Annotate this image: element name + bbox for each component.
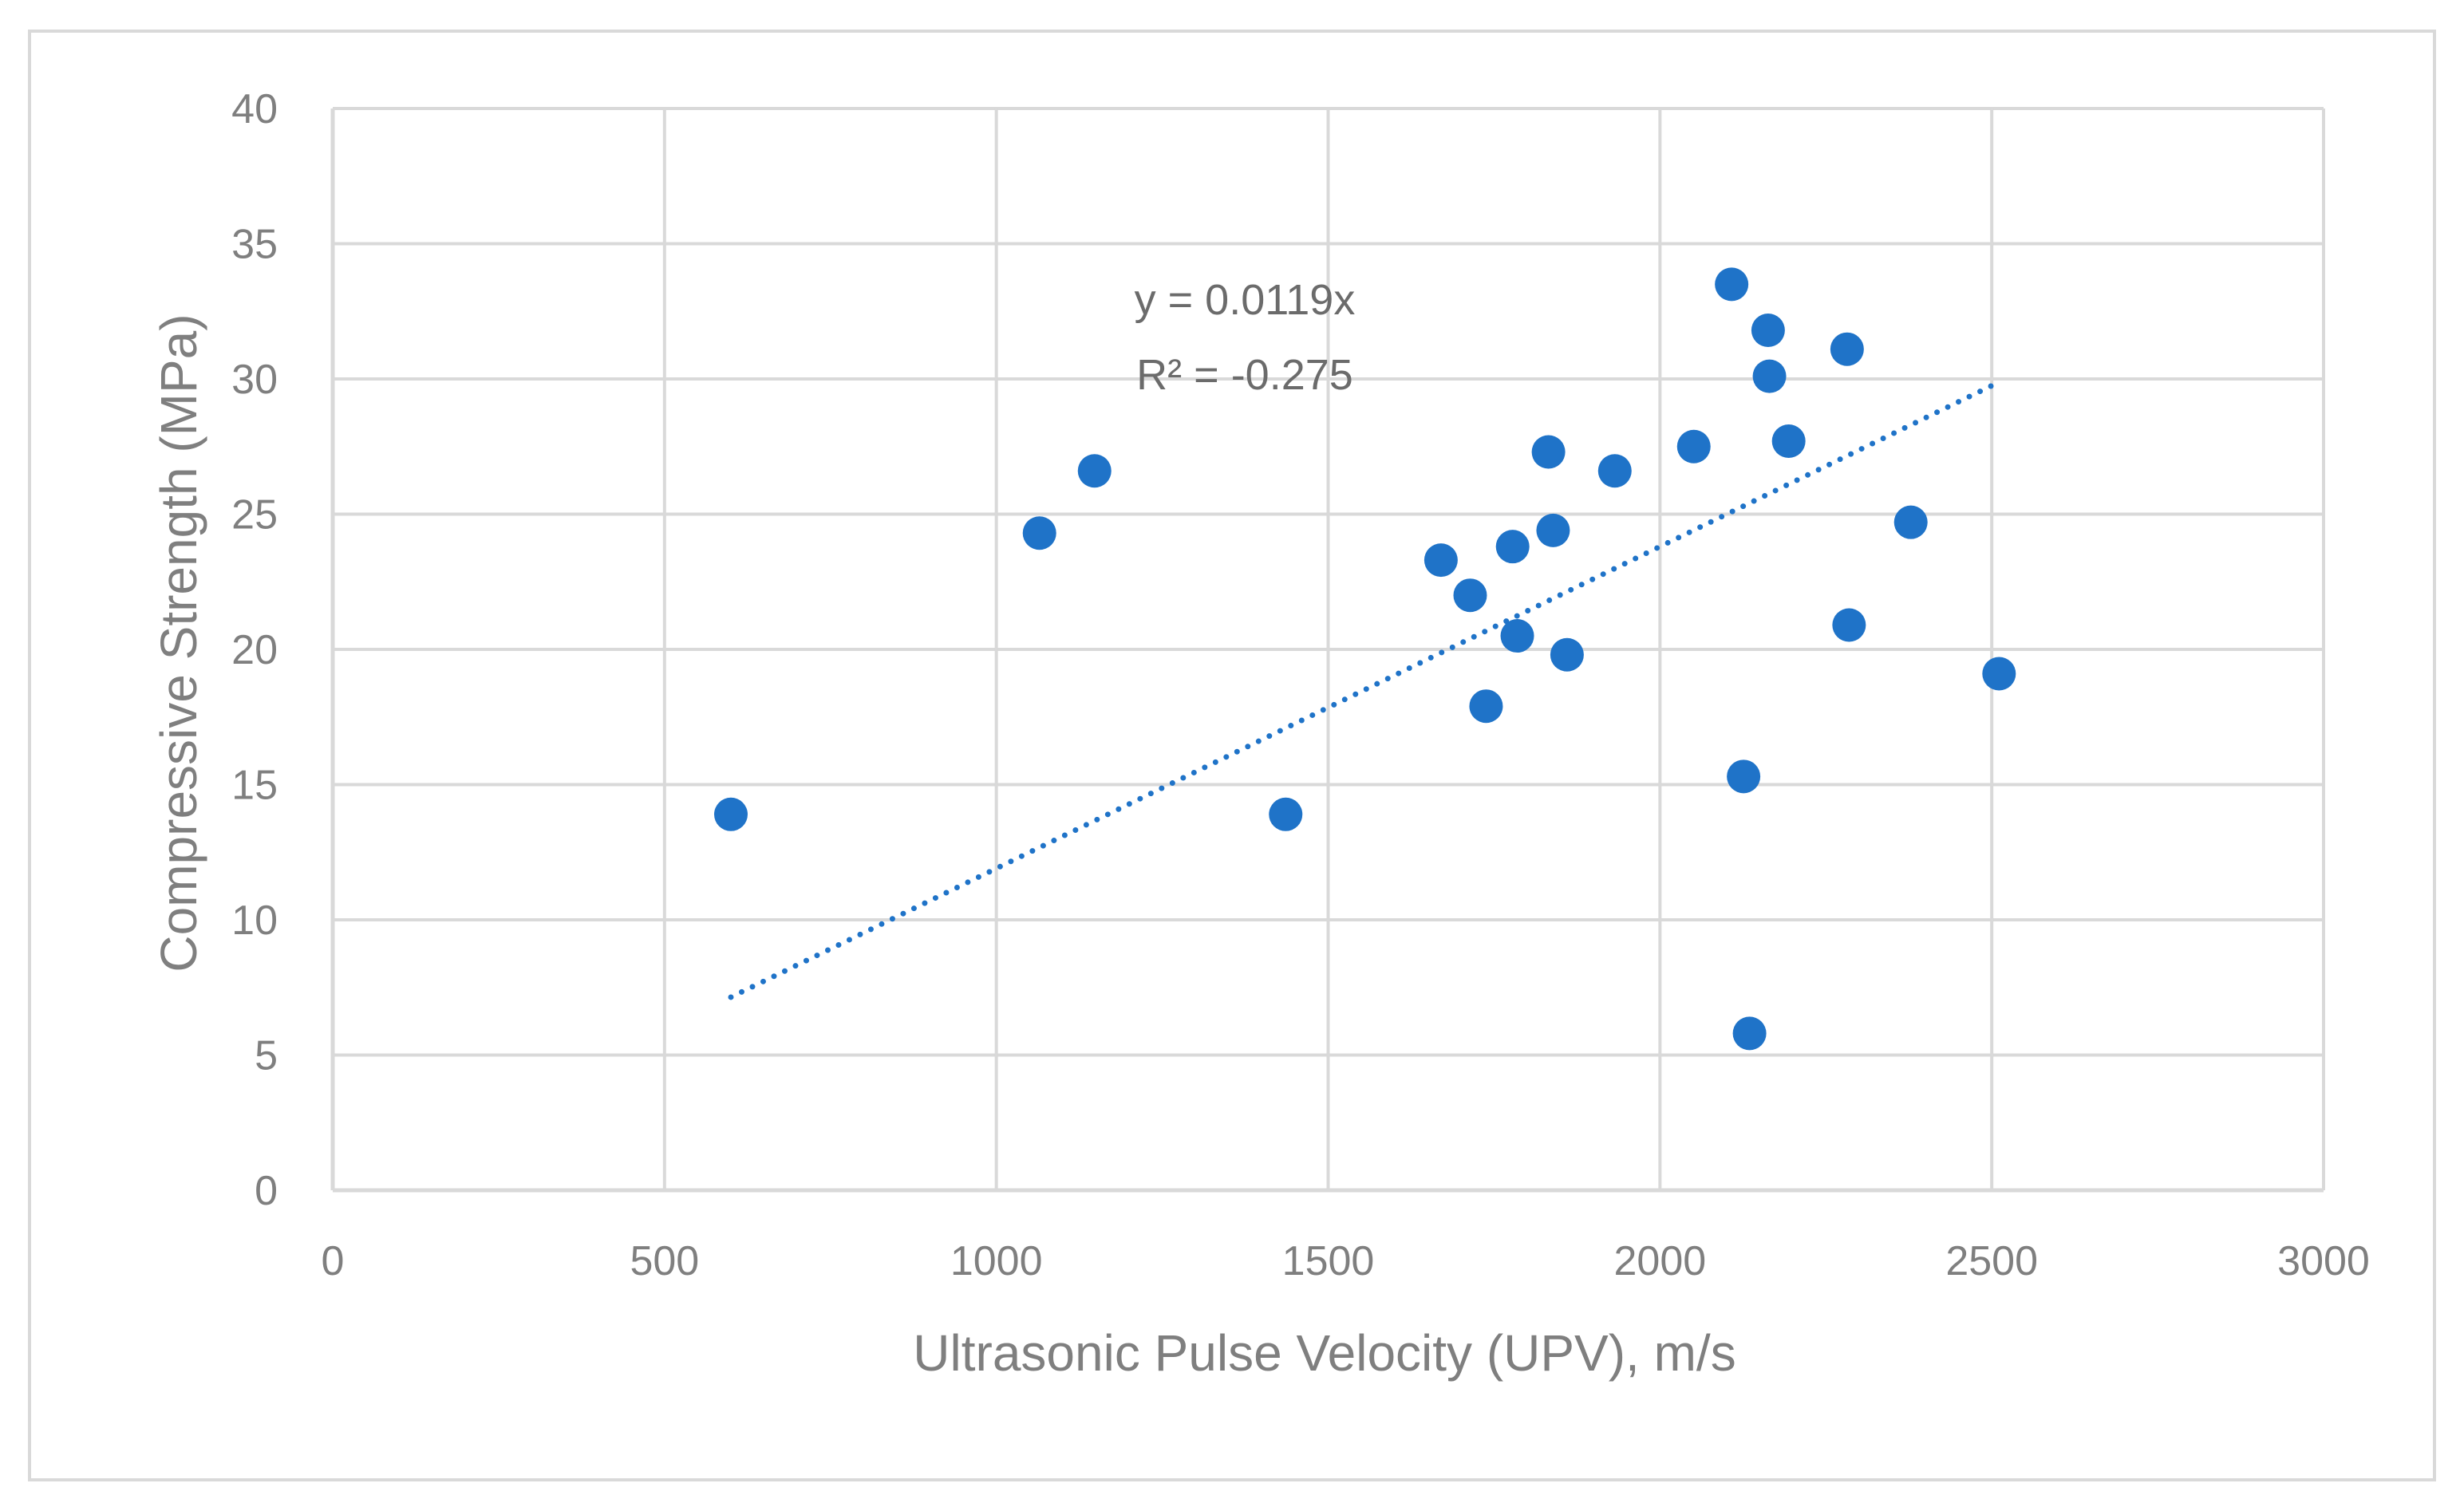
scatter-point (1550, 637, 1584, 672)
scatter-point (1077, 454, 1112, 488)
scatter-point (1536, 513, 1570, 547)
scatter-point (1676, 429, 1711, 464)
scatter-point (1269, 797, 1303, 831)
scatter-point (1982, 657, 2016, 691)
y-tick-label: 25 (231, 492, 278, 538)
trendline-equation: y = 0.0119x (1135, 276, 1356, 324)
axes (330, 108, 2324, 1193)
scatter-point (1022, 516, 1056, 550)
scatter-point (1751, 313, 1785, 347)
scatter-point (1715, 267, 1749, 302)
y-tick-label: 0 (255, 1168, 278, 1214)
x-tick-label: 1500 (1282, 1238, 1375, 1284)
trendline-r-squared: R² = -0.275 (1136, 351, 1353, 399)
x-tick-label: 2500 (1945, 1238, 2038, 1284)
y-tick-label: 35 (231, 222, 278, 268)
y-tick-label: 5 (255, 1033, 278, 1079)
y-tick-label: 15 (231, 763, 278, 809)
scatter-point (714, 797, 748, 831)
scatter-point (1732, 1016, 1767, 1051)
tick-labels: 0 5 10 15 20 25 30 35 40 0 500 1000 1500 2000 2500 3000 (231, 86, 2370, 1284)
chart-frame (28, 30, 2436, 1481)
scatter-point (1893, 505, 1928, 539)
x-tick-label: 0 (322, 1238, 345, 1284)
scatter-point (1424, 543, 1458, 578)
scatter-point (1453, 578, 1487, 613)
chart-labels: y = 0.0119x R² = -0.275 Ultrasonic Pulse… (150, 276, 1736, 1382)
scatter-point (1830, 332, 1864, 366)
scatter-point (1500, 619, 1534, 653)
x-tick-label: 1000 (950, 1238, 1043, 1284)
y-tick-label: 40 (231, 86, 278, 132)
scatter-point (1771, 424, 1806, 458)
x-tick-label: 2000 (1613, 1238, 1706, 1284)
scatter-point (1727, 759, 1761, 794)
x-axis-title: Ultrasonic Pulse Velocity (UPV), m/s (913, 1324, 1735, 1382)
data-points (714, 267, 2016, 1051)
scatter-point (1832, 608, 1866, 642)
y-tick-label: 20 (231, 627, 278, 673)
scatter-point (1752, 359, 1787, 393)
scatter-point (1531, 435, 1566, 469)
y-tick-label: 30 (231, 357, 278, 403)
scatter-point (1495, 530, 1530, 564)
y-axis-title: Compressive Strength (MPa) (150, 314, 207, 972)
scatter-point (1597, 454, 1632, 488)
gridlines (333, 107, 2325, 1190)
y-tick-label: 10 (231, 897, 278, 944)
x-tick-label: 3000 (2277, 1238, 2370, 1284)
scatter-point (1469, 689, 1503, 724)
x-tick-label: 500 (630, 1238, 699, 1284)
